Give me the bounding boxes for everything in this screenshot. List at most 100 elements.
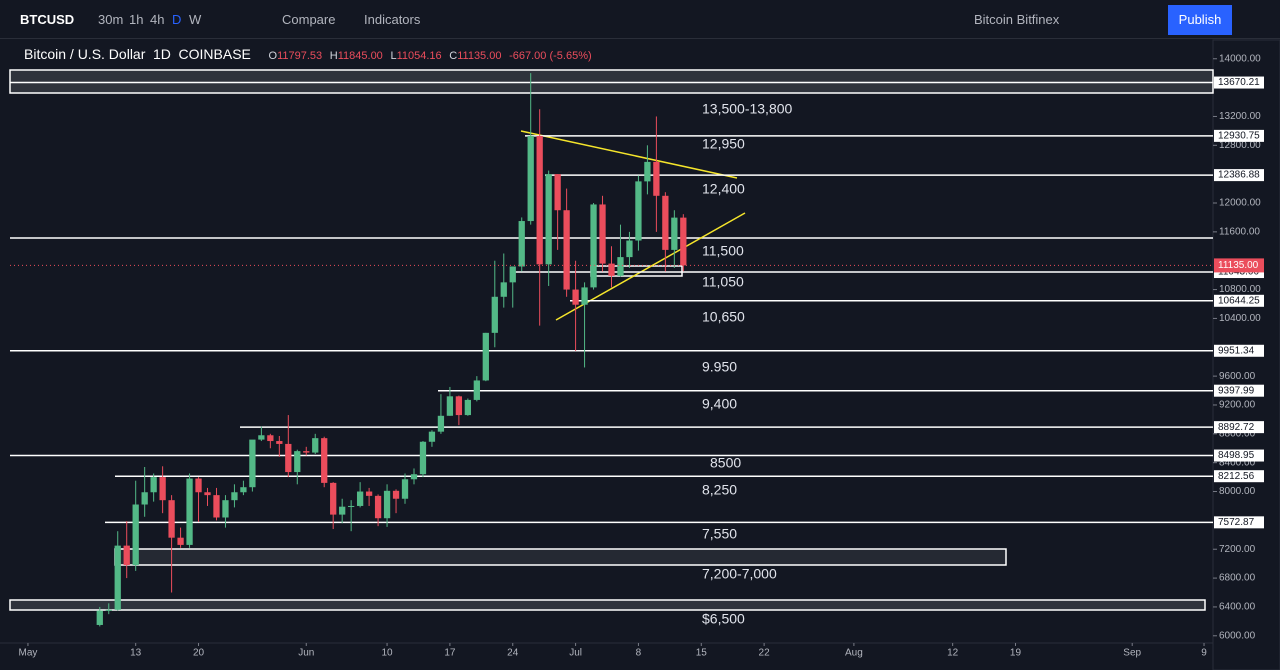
price-label-box	[1214, 384, 1264, 397]
interval[interactable]: 30m	[98, 12, 124, 27]
candle-body	[330, 482, 337, 515]
candle-body	[114, 545, 121, 610]
candle-body	[339, 506, 346, 515]
y-tick-label: 13200.00	[1219, 111, 1261, 122]
y-tick-label: 9200.00	[1219, 400, 1256, 411]
price-label: 9397.99	[1218, 385, 1255, 396]
price-label-box	[1214, 470, 1264, 483]
candle-body	[644, 161, 651, 182]
x-tick-label: 9	[1201, 648, 1207, 659]
price-label-box	[1214, 449, 1264, 462]
candle-body	[554, 174, 561, 211]
publish-button[interactable]: Publish	[1168, 5, 1232, 35]
candle-body	[177, 537, 184, 545]
exchange[interactable]: Bitcoin Bitfinex	[974, 12, 1060, 27]
interval: 1D	[153, 46, 171, 62]
symbol[interactable]: BTCUSD	[20, 12, 75, 27]
candle-body	[491, 296, 498, 333]
candle-body	[312, 438, 319, 453]
y-tick-label: 6000.00	[1219, 630, 1256, 641]
price-label-box	[1214, 129, 1264, 142]
annotation: 7,200-7,000	[702, 566, 777, 582]
price-label: 8892.72	[1218, 422, 1255, 433]
y-tick-label: 14000.00	[1219, 53, 1261, 64]
annotation: 12,950	[702, 136, 745, 152]
y-tick-label: 6800.00	[1219, 573, 1256, 584]
annotation: 12,400	[702, 181, 745, 197]
candle-body	[303, 451, 310, 453]
candle-body	[365, 491, 373, 496]
candle-body	[545, 174, 552, 265]
source: COINBASE	[178, 46, 251, 62]
change: -667.00 (-5.65%)	[509, 50, 592, 62]
candle-body	[563, 210, 570, 290]
last-price-box	[1214, 258, 1264, 273]
candle-body	[348, 505, 355, 507]
price-label: 9951.34	[1218, 345, 1255, 356]
candle-body	[635, 181, 642, 241]
candle-body	[321, 438, 328, 483]
candle-body	[276, 441, 283, 444]
candle-body	[231, 492, 238, 501]
candle-body	[653, 161, 660, 196]
candle-body	[383, 490, 391, 519]
price-label: 7572.87	[1218, 517, 1255, 528]
y-tick-label: 7200.00	[1219, 544, 1256, 555]
candle-body	[608, 263, 615, 276]
value: 11797.53	[277, 50, 323, 62]
candle-body	[662, 195, 669, 250]
candle-body	[249, 439, 256, 488]
price-label-box	[1214, 516, 1264, 529]
trend-line	[520, 130, 738, 179]
y-tick-label: 10800.00	[1219, 284, 1261, 295]
y-tick-label: 11600.00	[1219, 227, 1260, 238]
price-label: 10644.25	[1218, 295, 1260, 306]
label: H	[329, 50, 338, 62]
annotation: 11,050	[702, 274, 744, 290]
annotation: 9.950	[702, 359, 737, 375]
candle-body	[240, 487, 247, 493]
interval[interactable]: D	[172, 12, 182, 27]
price-label-box	[1214, 344, 1264, 357]
x-tick-label: 10	[381, 648, 393, 659]
x-tick-label: Jun	[298, 648, 314, 659]
interval[interactable]: W	[189, 12, 202, 27]
toolbar: BTCUSD 30m 1h 4h D W Compare Indicators …	[0, 0, 1280, 39]
value: 11845.00	[337, 50, 383, 62]
x-tick-label: 8	[636, 648, 642, 659]
candle-body	[294, 451, 301, 473]
x-tick-label: 20	[193, 648, 205, 659]
y-tick-label: 6400.00	[1219, 602, 1256, 613]
candle-body	[168, 500, 175, 538]
annotation: $6,500	[702, 611, 745, 627]
candle-body	[222, 500, 229, 518]
price-label: 13670.21	[1218, 77, 1260, 88]
price-label-box	[1214, 421, 1264, 434]
candle-body	[213, 495, 220, 518]
x-tick-label: 13	[130, 648, 142, 659]
candle-body	[482, 332, 489, 381]
legend: Bitcoin / U.S. Dollar 1D COINBASE O11797…	[24, 46, 596, 62]
interval[interactable]: 4h	[150, 12, 165, 27]
zone-box	[114, 548, 1007, 566]
candle-body	[572, 289, 579, 305]
candle-body	[437, 415, 445, 432]
interval[interactable]: 1h	[129, 12, 144, 27]
indicators[interactable]: Indicators	[364, 12, 421, 27]
zone-box	[9, 599, 1206, 611]
compare[interactable]: Compare	[282, 12, 336, 27]
candle-body	[186, 478, 193, 545]
candle-body	[671, 217, 678, 250]
value: 11135.00	[457, 50, 502, 62]
candle-body	[590, 204, 597, 288]
x-tick-label: 24	[507, 648, 519, 659]
price-label-box	[1214, 169, 1264, 182]
symbol-name: Bitcoin / U.S. Dollar	[24, 46, 146, 62]
price-label: 12386.88	[1218, 170, 1260, 181]
candle-body	[285, 443, 292, 473]
candle-body	[428, 431, 436, 442]
annotation: 7,550	[702, 526, 737, 542]
candle-body	[518, 221, 525, 267]
candle-body	[626, 240, 633, 258]
